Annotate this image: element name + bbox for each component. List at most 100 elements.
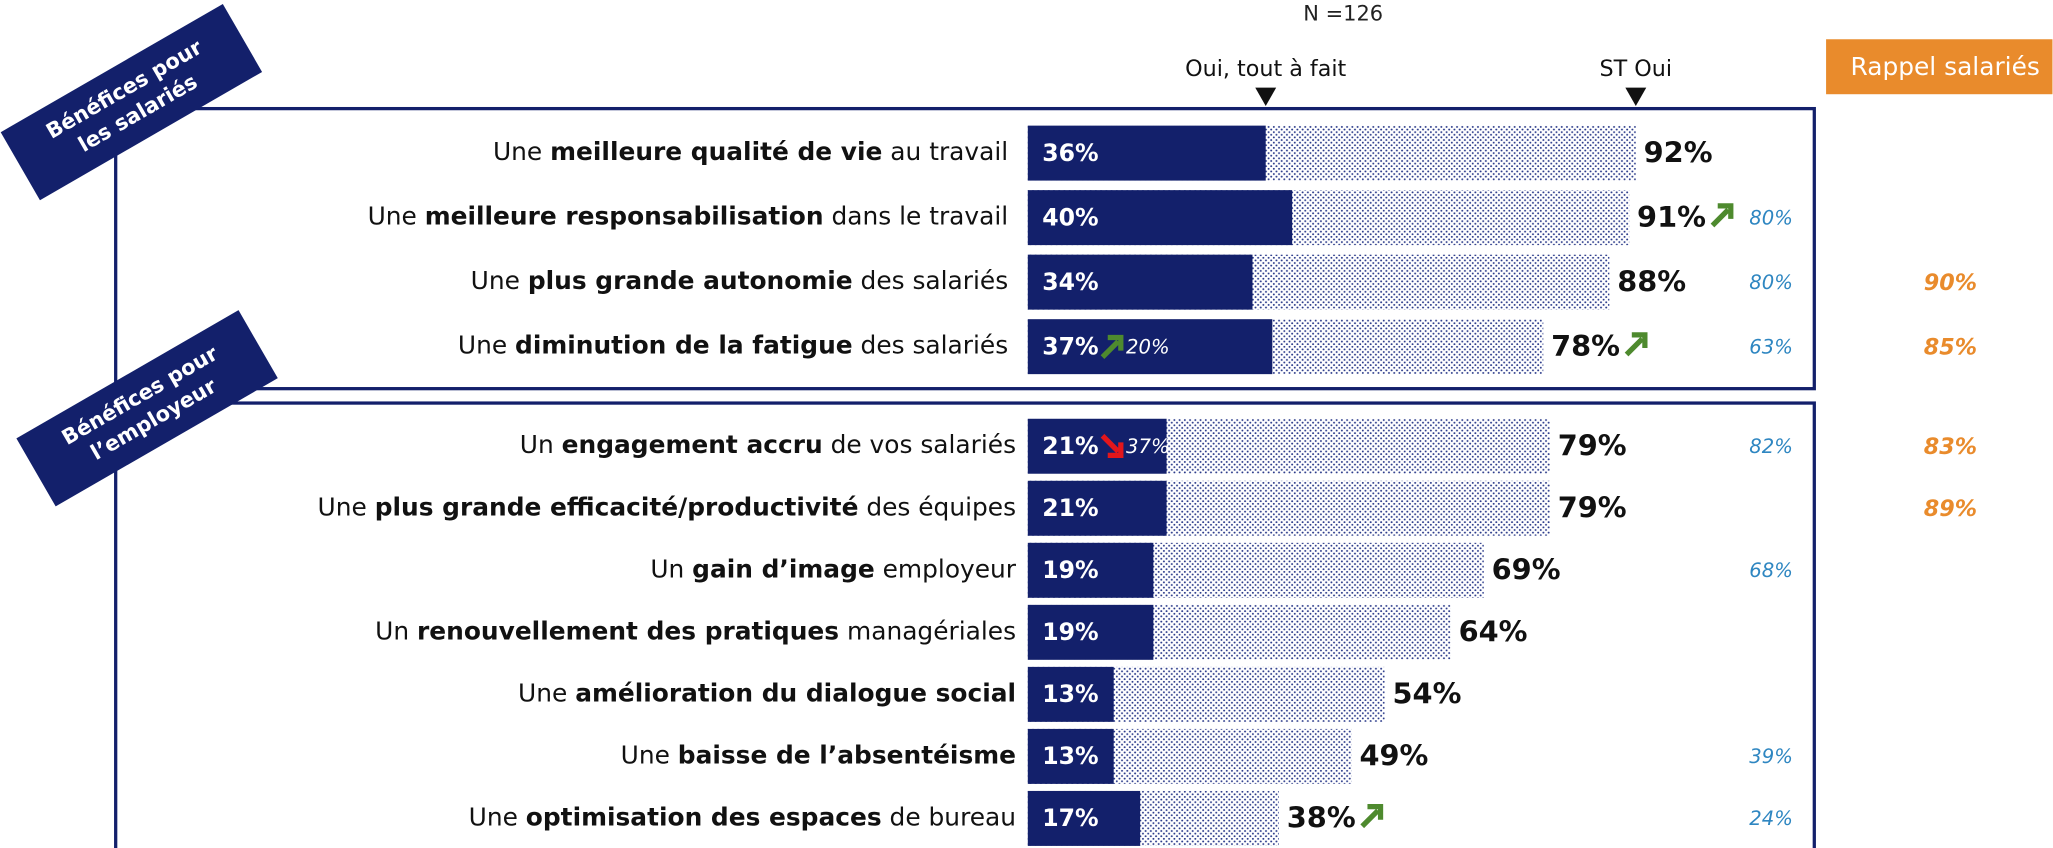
bar <box>1027 480 1167 536</box>
previous-total: 68% <box>1749 559 1793 582</box>
total-value-label: 69% <box>1492 553 1561 587</box>
category-label-part: meilleure qualité de vie <box>550 137 882 166</box>
previous-total: 63% <box>1749 335 1793 358</box>
category-label: Une baisse de l’absentéisme <box>621 740 1016 769</box>
bar-value-label: 13% <box>1042 680 1098 708</box>
category-label-part: plus grande efficacité/productivité <box>375 492 859 521</box>
trend-arrow-shape <box>1100 334 1124 359</box>
previous-total: 39% <box>1749 745 1793 768</box>
category-label-part: Un <box>520 430 562 459</box>
category-label: Une plus grande autonomie des salariés <box>471 266 1008 295</box>
previous-total: 24% <box>1749 807 1793 830</box>
bar-value-label: 19% <box>1042 618 1098 646</box>
group-frame <box>114 106 1816 391</box>
total-value-label: 91% <box>1637 200 1706 234</box>
total-value-label: 79% <box>1558 429 1627 463</box>
category-label-part: baisse de l’absentéisme <box>678 740 1016 769</box>
bar-value-label: 40% <box>1042 203 1098 231</box>
previous-total: 82% <box>1749 435 1793 458</box>
previous-value: 20% <box>1126 335 1170 358</box>
category-label: Une meilleure responsabilisation dans le… <box>368 202 1009 231</box>
category-label-part: Un <box>375 616 417 645</box>
category-label-part: Une <box>469 802 526 831</box>
bar <box>1027 125 1266 181</box>
category-label-part: renouvellement des pratiques <box>417 616 839 645</box>
legend-label: Oui, tout à fait <box>1185 56 1346 82</box>
category-label-part: optimisation des espaces <box>526 802 882 831</box>
category-label: Une meilleure qualité de vie au travail <box>493 137 1008 166</box>
category-label: Un renouvellement des pratiques managéri… <box>375 616 1016 645</box>
trend-arrow <box>1100 433 1124 459</box>
total-value-label: 88% <box>1617 264 1686 298</box>
bar <box>1027 319 1273 375</box>
trend-arrow-shape <box>1360 804 1384 829</box>
category-label-part: des salariés <box>853 266 1009 295</box>
category-label-part: dans le travail <box>824 202 1009 231</box>
total-value-label: 49% <box>1359 739 1428 773</box>
trend-arrow <box>1710 203 1734 228</box>
recall-header: Rappel salariés <box>1851 52 2040 81</box>
category-label-part: Une <box>621 740 678 769</box>
category-label: Une diminution de la fatigue des salarié… <box>458 331 1008 360</box>
category-label-part: des salariés <box>853 331 1009 360</box>
bar <box>1027 728 1114 784</box>
category-label-part: managériales <box>839 616 1016 645</box>
total-value-label: 92% <box>1644 135 1713 169</box>
category-label-part: Une <box>518 678 575 707</box>
category-label-part: Une <box>318 492 375 521</box>
legend-marker <box>1255 87 1277 106</box>
category-label-part: Un <box>650 554 692 583</box>
legend-label: ST Oui <box>1600 56 1673 82</box>
category-label-part: diminution de la fatigue <box>515 331 853 360</box>
group-banner-box <box>16 310 278 507</box>
category-label: Une optimisation des espaces de bureau <box>469 802 1016 831</box>
bar-value-label: 13% <box>1042 742 1098 770</box>
category-label: Un engagement accru de vos salariés <box>520 430 1016 459</box>
category-label-part: employeur <box>875 554 1017 583</box>
total-value-label: 38% <box>1287 801 1356 835</box>
trend-arrow <box>1624 332 1648 357</box>
bar <box>1027 190 1293 246</box>
category-label-part: Une <box>471 266 528 295</box>
trend-arrow <box>1360 804 1384 829</box>
bar-value-label: 34% <box>1042 268 1098 296</box>
sample-size: N =126 <box>1303 1 1383 25</box>
category-label-part: meilleure responsabilisation <box>425 202 824 231</box>
bar <box>1027 542 1154 598</box>
recall-header-box <box>1826 39 2053 95</box>
bar-value-label: 37% <box>1042 332 1098 360</box>
total-value-label: 79% <box>1558 491 1627 525</box>
previous-total: 80% <box>1749 206 1793 229</box>
previous-total: 80% <box>1749 271 1793 294</box>
bar <box>1027 604 1154 660</box>
bar <box>1027 418 1167 474</box>
category-label-part: engagement accru <box>562 430 823 459</box>
category-label-part: de bureau <box>882 802 1016 831</box>
bar <box>1027 790 1141 846</box>
category-label: Un gain d’image employeur <box>650 554 1016 583</box>
recall-value: 83% <box>1924 434 1977 460</box>
recall-value: 85% <box>1924 334 1977 360</box>
group-frame <box>114 401 1816 848</box>
bar-value-label: 19% <box>1042 556 1098 584</box>
previous-value: 37% <box>1126 435 1170 458</box>
total-value-label: 78% <box>1551 329 1620 363</box>
category-label-part: des équipes <box>858 492 1016 521</box>
bar-value-label: 21% <box>1042 494 1098 522</box>
category-label-part: au travail <box>882 137 1008 166</box>
category-label-part: Une <box>493 137 550 166</box>
group-banner-box <box>0 3 263 201</box>
trend-arrow-shape <box>1100 433 1124 459</box>
category-label-part: amélioration du dialogue social <box>575 678 1016 707</box>
bar-value-label: 17% <box>1042 804 1098 832</box>
total-value-label: 54% <box>1393 677 1462 711</box>
bar-value-label: 21% <box>1042 432 1098 460</box>
bar-value-label: 36% <box>1042 139 1098 167</box>
trend-arrow-shape <box>1710 203 1734 228</box>
recall-value: 89% <box>1924 496 1977 522</box>
legend-marker <box>1625 87 1647 106</box>
